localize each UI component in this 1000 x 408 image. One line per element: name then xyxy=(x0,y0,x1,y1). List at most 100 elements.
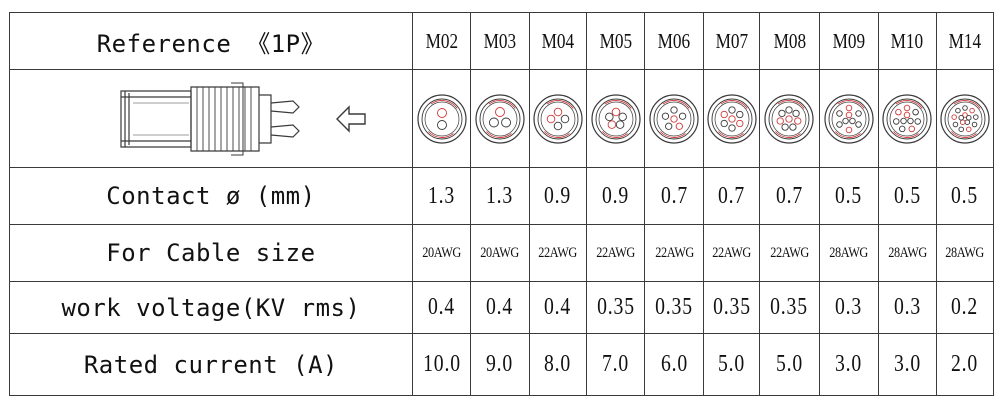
pin-contact xyxy=(794,116,802,125)
pin-contact xyxy=(488,117,499,127)
pin-contact xyxy=(954,107,961,113)
rated-current-value: 6.0 xyxy=(644,333,704,396)
work-voltage-value: 0.35 xyxy=(759,281,820,334)
pin-contact xyxy=(781,122,790,131)
pin-contact xyxy=(895,108,902,115)
work-voltage-label: work voltage(KV rms) xyxy=(9,281,413,334)
reference-label: Reference 《1P》 xyxy=(9,12,413,70)
rated-current-value: 9.0 xyxy=(470,333,530,396)
contact-diameter-label: Contact ø (mm) xyxy=(9,167,413,225)
pin-contact xyxy=(951,113,957,120)
model-header: M14 xyxy=(935,12,995,70)
pin-contact xyxy=(855,109,862,117)
pin-contact xyxy=(735,119,744,127)
pin-contact xyxy=(785,114,794,123)
cable-size-value: 20AWG xyxy=(470,224,530,282)
pin-contact xyxy=(560,114,570,123)
rated-current-value: 5.0 xyxy=(702,333,761,396)
pin-contact xyxy=(965,126,972,132)
model-header: M06 xyxy=(644,12,704,70)
work-voltage-value: 0.2 xyxy=(935,281,995,334)
left-arrow-outline-icon xyxy=(335,104,366,133)
contact-diameter-value: 0.7 xyxy=(702,167,761,225)
connector-pin-face-icon xyxy=(411,69,472,168)
model-header: M04 xyxy=(528,12,588,70)
pin-contact xyxy=(836,120,843,128)
pin-contact xyxy=(845,126,853,133)
cable-size-value: 28AWG xyxy=(818,224,880,282)
cable-size-value: 22AWG xyxy=(644,224,704,282)
pin-contact xyxy=(777,116,785,125)
work-voltage-value: 0.3 xyxy=(818,281,880,334)
pin-contact xyxy=(546,114,556,123)
work-voltage-value: 0.35 xyxy=(586,281,646,334)
pin-contact xyxy=(670,105,678,114)
connector-pin-face-icon xyxy=(528,69,588,168)
rated-current-value: 10.0 xyxy=(411,333,472,396)
connector-pin-face-icon xyxy=(470,69,530,168)
cable-size-value: 22AWG xyxy=(586,224,646,282)
cable-size-value: 22AWG xyxy=(528,224,588,282)
pin-contact xyxy=(904,111,911,118)
pin-contact xyxy=(964,118,970,125)
work-voltage-value: 0.4 xyxy=(470,281,530,334)
pin-contact xyxy=(845,111,853,118)
pin-contact xyxy=(679,112,687,120)
work-voltage-value: 0.35 xyxy=(702,281,761,334)
pin-contact xyxy=(899,125,906,132)
cable-size-value: 20AWG xyxy=(411,224,472,282)
cable-size-value: 22AWG xyxy=(702,224,761,282)
rated-current-row: Rated current (A) 10.0 9.0 8.0 7.0 6.0 5… xyxy=(9,333,995,396)
connector-pin-face-icon xyxy=(818,69,880,168)
pin-contact xyxy=(778,109,787,117)
contact-diameter-value: 0.5 xyxy=(818,167,880,225)
pin-contact xyxy=(855,120,862,128)
connector-pin-face-icon xyxy=(759,69,820,168)
pin-contact xyxy=(615,119,625,129)
pin-contact xyxy=(845,104,853,111)
pin-contact xyxy=(952,121,958,127)
contact-diameter-value: 0.9 xyxy=(528,167,588,225)
contact-diameter-value: 0.7 xyxy=(644,167,704,225)
connector-side-view-icon xyxy=(120,82,366,155)
pin-contact xyxy=(720,119,728,127)
connector-spec-table: Reference 《1P》 M02 M03 M04 M05 M06 M07 M… xyxy=(9,12,995,396)
pin-contact xyxy=(436,107,447,118)
rated-current-label: Rated current (A) xyxy=(9,333,413,396)
drawing-row xyxy=(9,69,995,168)
rated-current-value: 5.0 xyxy=(759,333,820,396)
rated-current-value: 2.0 xyxy=(935,333,995,396)
pin-contact xyxy=(836,109,843,117)
pin-contact xyxy=(907,117,915,124)
rated-current-value: 3.0 xyxy=(878,333,937,396)
pin-contact xyxy=(607,119,616,129)
pin-contact xyxy=(670,114,678,123)
rated-current-value: 3.0 xyxy=(818,333,880,396)
pin-contact xyxy=(959,118,966,125)
model-header: M03 xyxy=(470,12,530,70)
model-header: M02 xyxy=(411,12,472,70)
contact-diameter-value: 1.3 xyxy=(411,167,472,225)
pin-contact xyxy=(958,126,964,132)
pin-contact xyxy=(792,109,801,117)
connector-pin-face-icon xyxy=(935,69,995,168)
connector-pin-face-icon xyxy=(878,69,937,168)
rated-current-value: 8.0 xyxy=(528,333,588,396)
pin-contact xyxy=(893,117,900,125)
pin-contact xyxy=(969,107,975,113)
cable-size-label: For Cable size xyxy=(9,224,413,282)
model-header: M08 xyxy=(759,12,820,70)
pin-contact xyxy=(908,125,916,132)
cable-size-value: 28AWG xyxy=(878,224,937,282)
pin-contact xyxy=(971,121,978,127)
pin-contact xyxy=(789,122,798,131)
work-voltage-value: 0.35 xyxy=(644,281,704,334)
pin-contact xyxy=(604,112,614,121)
model-header-row: Reference 《1P》 M02 M03 M04 M05 M06 M07 M… xyxy=(9,12,995,70)
pin-contact xyxy=(436,119,447,130)
pin-contact xyxy=(958,114,964,121)
pin-contact xyxy=(900,117,908,124)
pin-contact xyxy=(914,117,922,125)
work-voltage-value: 0.4 xyxy=(411,281,472,334)
